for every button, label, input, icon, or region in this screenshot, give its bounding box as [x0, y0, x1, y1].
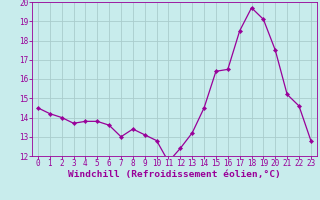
X-axis label: Windchill (Refroidissement éolien,°C): Windchill (Refroidissement éolien,°C): [68, 170, 281, 179]
